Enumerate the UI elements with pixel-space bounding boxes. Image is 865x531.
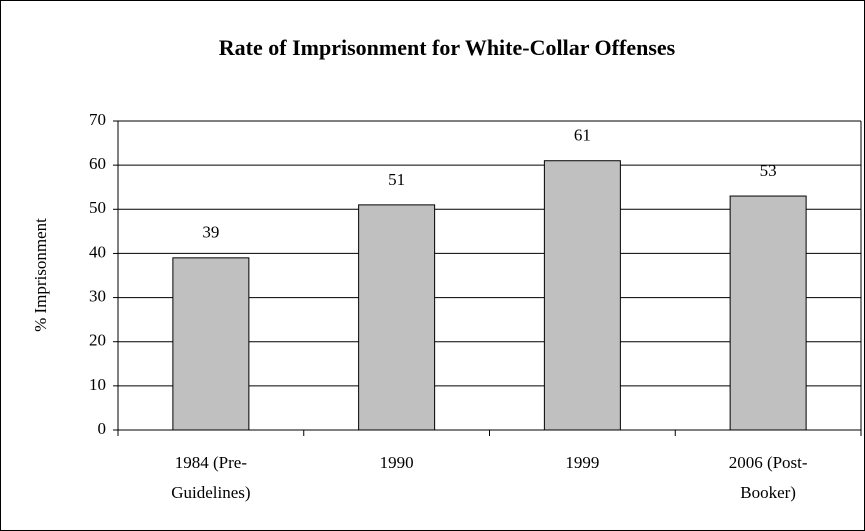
x-tick-label: 1990	[380, 453, 414, 472]
y-axis-label: % Imprisonment	[31, 218, 50, 332]
x-tick-label-line: 1984 (Pre-	[175, 453, 248, 472]
y-tick-label: 0	[98, 419, 107, 438]
x-tick-label-line: Guidelines)	[171, 483, 250, 502]
x-tick-label-line: Booker)	[740, 483, 796, 502]
data-label: 39	[202, 223, 219, 242]
x-tick-label: 1984 (Pre- Guidelines)	[171, 453, 250, 502]
data-label: 51	[388, 170, 405, 189]
chart-title: Rate of Imprisonment for White-Collar Of…	[219, 35, 676, 60]
bar	[358, 204, 436, 431]
bar	[543, 160, 621, 431]
y-tick-label: 50	[89, 198, 106, 217]
x-tick-label-line: 1990	[380, 453, 414, 472]
x-tick-label: 1999	[565, 453, 599, 472]
y-tick-label: 30	[89, 286, 106, 305]
y-tick-label: 20	[89, 331, 106, 350]
data-label: 61	[574, 126, 591, 145]
y-tick-label: 40	[89, 242, 106, 261]
data-label: 53	[760, 161, 777, 180]
x-tick-label: 2006 (Post- Booker)	[729, 453, 808, 502]
x-tick-label-line: 2006 (Post-	[729, 453, 808, 472]
y-tick-label: 60	[89, 154, 106, 173]
bar	[172, 257, 250, 431]
y-tick-label: 10	[89, 375, 106, 394]
y-tick-label: 70	[89, 110, 106, 129]
bar	[729, 195, 807, 431]
x-tick-label-line: 1999	[565, 453, 599, 472]
